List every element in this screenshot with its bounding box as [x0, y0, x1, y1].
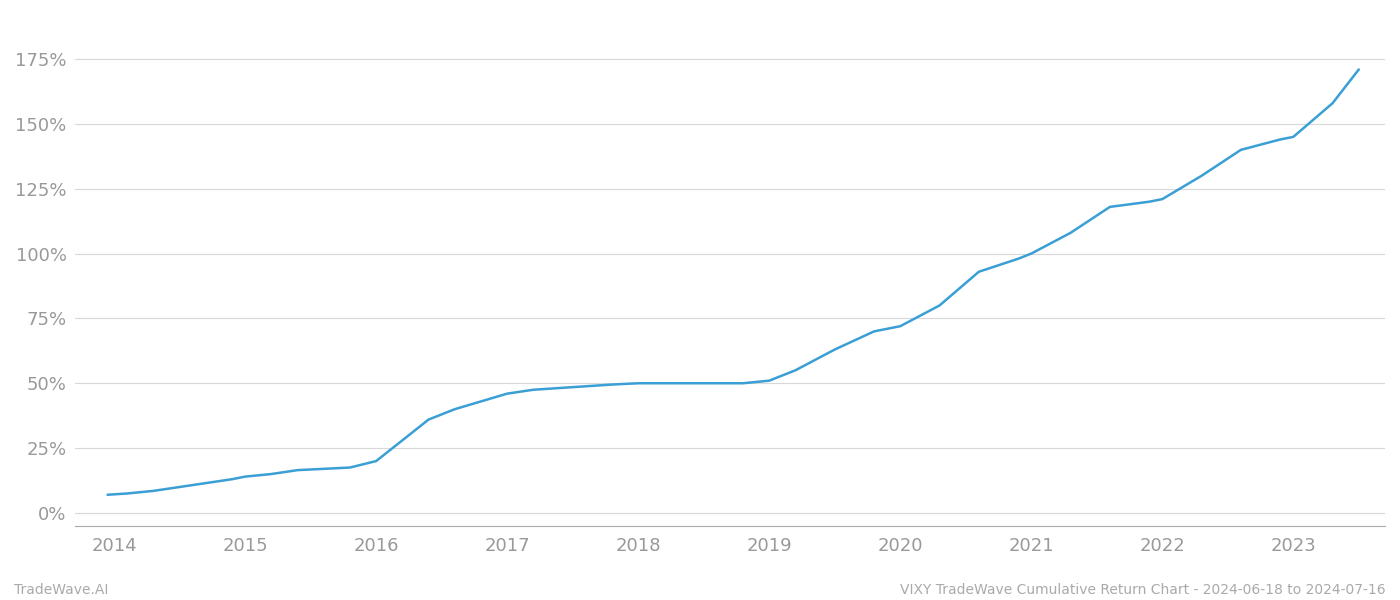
Text: TradeWave.AI: TradeWave.AI — [14, 583, 108, 597]
Text: VIXY TradeWave Cumulative Return Chart - 2024-06-18 to 2024-07-16: VIXY TradeWave Cumulative Return Chart -… — [900, 583, 1386, 597]
